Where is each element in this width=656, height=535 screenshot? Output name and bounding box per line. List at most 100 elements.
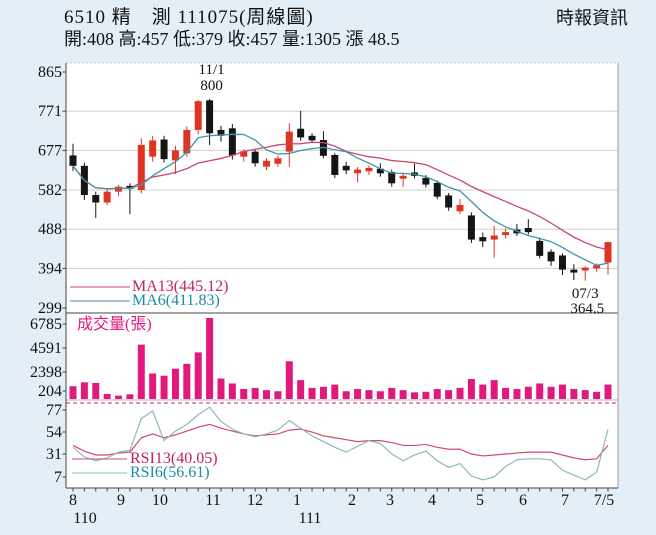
legend-rsi6: RSI6(56.61) <box>130 464 210 481</box>
legend-rsi13: RSI13(40.05) <box>130 450 218 467</box>
x-axis-label: 6 <box>519 492 527 509</box>
volume-bar <box>570 389 578 399</box>
volume-bar <box>319 386 327 399</box>
rsi-tick-label: 77 <box>46 402 62 419</box>
volume-bar <box>126 394 134 399</box>
candle-body <box>183 129 191 154</box>
candle-body <box>126 185 134 189</box>
candle-body <box>399 175 407 179</box>
volume-bar <box>593 391 601 399</box>
volume-bar <box>274 391 282 399</box>
candle-body <box>171 150 179 161</box>
price-tick-label: 299 <box>38 300 62 317</box>
volume-bar <box>479 384 487 399</box>
candle-body <box>558 255 566 270</box>
volume-bar <box>558 384 566 399</box>
x-axis-label: 12 <box>247 492 263 509</box>
x-axis-label: 11 <box>205 492 220 509</box>
x-axis-label: 8 <box>69 492 77 509</box>
legend-ma6: MA6(411.83) <box>132 292 220 309</box>
volume-bar <box>263 390 271 399</box>
volume-bar <box>80 382 88 399</box>
rsi-tick-label: 54 <box>46 424 62 441</box>
x-axis-label: 5 <box>476 492 484 509</box>
volume-bar <box>422 391 430 399</box>
volume-tick-label: 6785 <box>30 316 62 333</box>
volume-tick-label: 204 <box>38 383 62 400</box>
volume-bar <box>524 386 532 399</box>
year-label: 111 <box>299 510 322 527</box>
rsi-tick-label: 7 <box>54 469 62 486</box>
candle-body <box>479 237 487 242</box>
volume-bar <box>433 389 441 399</box>
candle-body <box>604 242 612 263</box>
volume-bar <box>194 352 202 399</box>
candle-body <box>388 172 396 184</box>
candle-body <box>445 195 453 208</box>
candle-body <box>331 154 339 175</box>
candle-body <box>342 165 350 171</box>
volume-bar <box>376 391 384 399</box>
volume-bar <box>502 387 510 399</box>
volume-bar <box>354 389 362 399</box>
price-tick-label: 582 <box>38 182 62 199</box>
ohlc-stats: 開:408 高:457 低:379 收:457 量:1305 漲 48.5 <box>64 29 400 49</box>
rsi6-line <box>72 406 609 481</box>
volume-bar <box>285 361 293 399</box>
candle-body <box>581 267 589 271</box>
volume-bar <box>251 387 259 399</box>
year-label: 110 <box>73 510 96 527</box>
volume-bar <box>410 392 418 399</box>
candle-body <box>206 100 214 134</box>
candle-body <box>149 140 157 157</box>
candle-body <box>194 101 202 130</box>
ma13-line <box>72 141 609 251</box>
candle-body <box>297 128 305 138</box>
candle-body <box>228 128 236 156</box>
volume-bar <box>183 363 191 399</box>
price-tick-label: 865 <box>38 64 62 81</box>
volume-bar <box>547 386 555 399</box>
volume-bar <box>217 378 225 399</box>
candle-body <box>376 168 384 174</box>
candle-body <box>274 158 282 164</box>
x-axis-label: 3 <box>386 492 394 509</box>
x-axis-label: 2 <box>348 492 356 509</box>
x-axis-label: 9 <box>117 492 125 509</box>
volume-bar <box>399 390 407 399</box>
rsi-tick-label: 31 <box>46 446 62 463</box>
price-tick-label: 771 <box>38 103 62 120</box>
volume-bar <box>513 389 521 399</box>
candle-body <box>69 155 77 166</box>
volume-bar <box>308 387 316 399</box>
candle-body <box>490 235 498 240</box>
candle-body <box>524 227 532 233</box>
annotation-low-value: 364.5 <box>570 301 605 317</box>
volume-tick-label: 2398 <box>30 364 62 381</box>
volume-tick-label: 4591 <box>30 340 62 357</box>
candle-body <box>422 177 430 185</box>
volume-bar <box>115 395 123 399</box>
volume-bar <box>297 380 305 399</box>
legend-volume: 成交量(張) <box>77 316 152 333</box>
legend-ma13: MA13(445.12) <box>132 278 229 295</box>
candle-body <box>593 265 601 269</box>
chart-panel-bg <box>66 63 618 488</box>
price-tick-label: 394 <box>38 260 62 277</box>
volume-bar <box>490 380 498 399</box>
volume-bar <box>69 386 77 399</box>
volume-bar <box>240 389 248 399</box>
x-axis-label: 4 <box>428 492 436 509</box>
candle-body <box>456 205 464 212</box>
price-tick-label: 677 <box>38 142 62 159</box>
candle-body <box>536 240 544 256</box>
candle-body <box>240 151 248 157</box>
candle-body <box>92 195 100 203</box>
volume-bar <box>388 387 396 399</box>
volume-bars <box>69 318 612 399</box>
x-axis-label: 1 <box>293 492 301 509</box>
volume-bar <box>581 390 589 399</box>
candle-body <box>547 251 555 262</box>
